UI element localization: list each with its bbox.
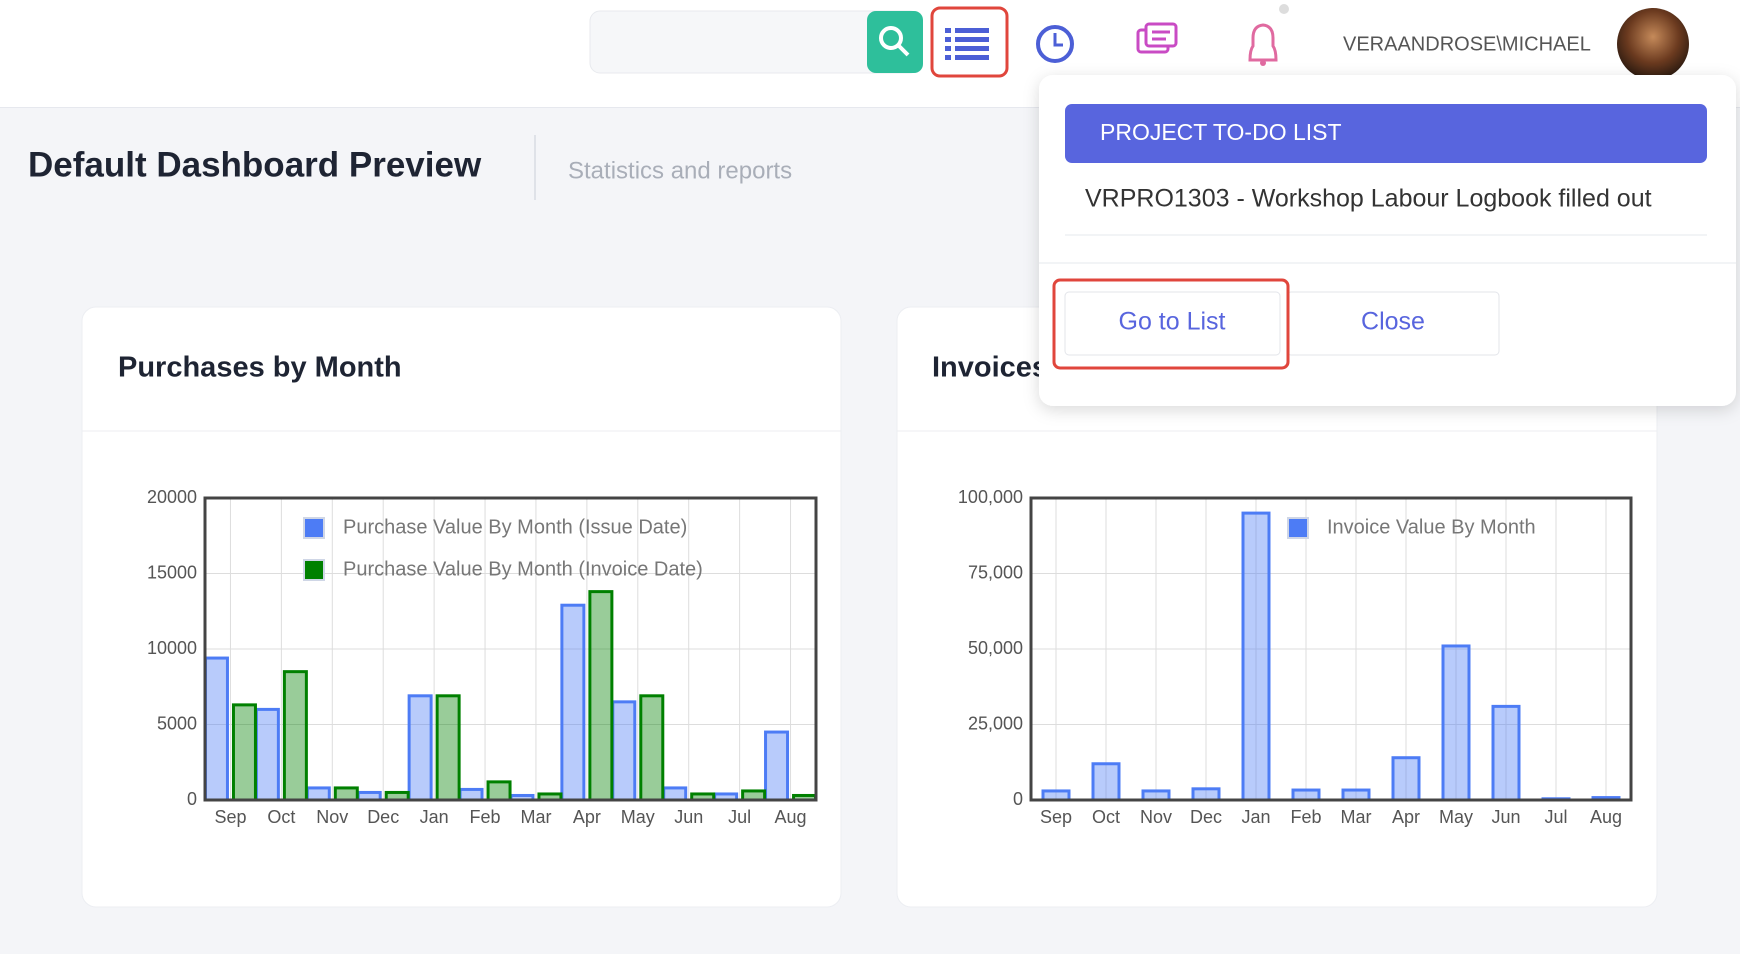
bar — [764, 730, 790, 802]
search-button[interactable] — [867, 11, 923, 73]
x-tick-label: Feb — [470, 807, 501, 827]
legend-label: Purchase Value By Month (Issue Date) — [343, 516, 687, 538]
bar — [639, 694, 665, 802]
bar — [1191, 787, 1221, 802]
y-tick-label: 50,000 — [968, 638, 1023, 658]
x-tick-label: Nov — [316, 807, 348, 827]
x-tick-label: Apr — [1392, 807, 1420, 827]
y-tick-label: 20000 — [147, 487, 197, 507]
bar — [1441, 644, 1471, 802]
x-tick-label: Jul — [1544, 807, 1567, 827]
bar — [305, 786, 331, 802]
y-tick-label: 75,000 — [968, 562, 1023, 582]
search-icon — [879, 26, 910, 57]
bar — [1491, 704, 1521, 802]
bar — [282, 670, 308, 802]
y-tick-label: 100,000 — [958, 487, 1023, 507]
bar — [1091, 762, 1121, 802]
x-tick-label: Apr — [573, 807, 601, 827]
charts: Purchases by Month 0 5000 10000 15000 20000 Se… — [81, 306, 1658, 908]
x-tick-label: Aug — [1590, 807, 1622, 827]
todo-item[interactable]: VRPRO1303 - Workshop Labour Logbook fill… — [1085, 185, 1652, 213]
legend-marker — [303, 517, 325, 539]
popup-header — [1065, 104, 1707, 163]
y-tick-label: 5000 — [157, 713, 197, 733]
plot-frame — [203, 496, 818, 802]
legend-label: Purchase Value By Month (Invoice Date) — [343, 558, 703, 580]
y-tick-label: 0 — [1013, 789, 1023, 809]
card — [81, 306, 842, 908]
notifications-button[interactable] — [1248, 4, 1289, 66]
x-tick-label: Jul — [728, 807, 751, 827]
y-tick-label: 25,000 — [968, 713, 1023, 733]
legend-label: Invoice Value By Month — [1327, 516, 1536, 538]
x-tick-label: Jun — [1491, 807, 1520, 827]
x-tick-label: Oct — [1092, 807, 1120, 827]
page-title: Default Dashboard Preview — [28, 145, 482, 184]
bar — [407, 694, 433, 802]
user-name[interactable]: VERAANDROSE\MICHAEL — [1343, 33, 1591, 55]
x-tick-label: Jan — [1241, 807, 1270, 827]
y-tick-label: 15000 — [147, 562, 197, 582]
x-tick-label: Mar — [520, 807, 551, 827]
bar — [231, 703, 257, 802]
x-tick-label: Sep — [1040, 807, 1072, 827]
user-avatar[interactable] — [1617, 8, 1689, 80]
page-subtitle: Statistics and reports — [568, 157, 792, 184]
highlight-outline — [1052, 278, 1290, 370]
x-tick-label: Jun — [674, 807, 703, 827]
x-tick-label: Sep — [214, 807, 246, 827]
bar — [560, 603, 586, 802]
bar — [458, 787, 484, 802]
close-button-label: Close — [1361, 308, 1425, 336]
x-tick-label: May — [1439, 807, 1473, 827]
x-tick-label: Mar — [1341, 807, 1372, 827]
bar — [662, 786, 688, 802]
x-tick-label: Dec — [1190, 807, 1222, 827]
go-to-list-button[interactable] — [1064, 291, 1281, 356]
chart-card: Purchases by Month 0 5000 10000 15000 20000 Se… — [81, 306, 842, 908]
x-tick-label: Dec — [367, 807, 399, 827]
bar — [486, 780, 512, 802]
bar — [435, 694, 461, 802]
history-button[interactable] — [1036, 25, 1074, 63]
go-to-list-label: Go to List — [1119, 308, 1226, 336]
todo-popup: PROJECT TO-DO LIST VRPRO1303 - Workshop … — [1039, 75, 1736, 406]
x-tick-label: Feb — [1290, 807, 1321, 827]
legend-marker — [303, 559, 325, 581]
chart-title: Purchases by Month — [118, 352, 402, 384]
legend-marker — [1287, 517, 1309, 539]
x-tick-label: Oct — [267, 807, 295, 827]
y-tick-label: 10000 — [147, 638, 197, 658]
messages-button[interactable] — [1136, 22, 1178, 54]
bar — [611, 700, 637, 802]
x-tick-label: Nov — [1140, 807, 1172, 827]
plot-frame — [1029, 496, 1633, 802]
bar — [203, 656, 229, 802]
bar — [254, 707, 280, 802]
x-tick-label: Jan — [420, 807, 449, 827]
popup-title: PROJECT TO-DO LIST — [1100, 119, 1342, 145]
chart-card: Invoices 0 25,000 50,000 75,000 100,000 Sep Oct… — [896, 306, 1658, 908]
bar — [1241, 511, 1271, 802]
bar — [1391, 756, 1421, 802]
bar — [588, 590, 614, 802]
bar — [333, 786, 359, 802]
list-icon — [945, 28, 989, 60]
x-tick-label: May — [621, 807, 655, 827]
chart-title: Invoices — [932, 352, 1048, 384]
x-tick-label: Aug — [775, 807, 807, 827]
y-tick-label: 0 — [187, 789, 197, 809]
